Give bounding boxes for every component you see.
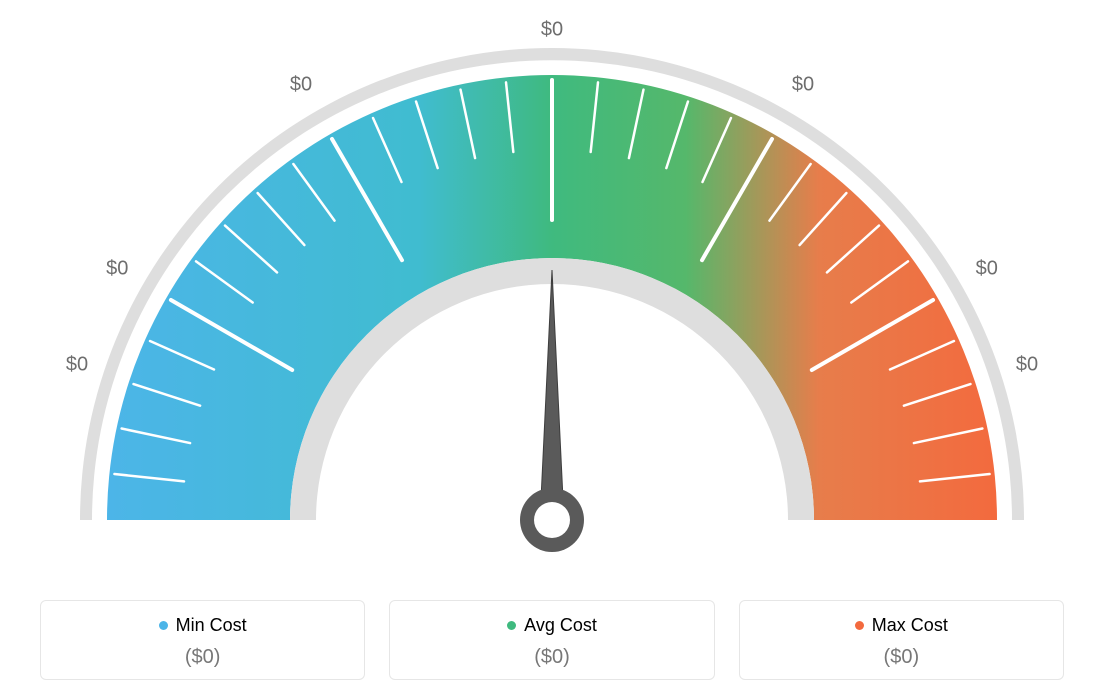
gauge-chart: $0 $0 $0 $0 $0 $0 $0 <box>0 0 1104 560</box>
legend-label-max: Max Cost <box>855 615 948 636</box>
legend-label-min: Min Cost <box>159 615 247 636</box>
legend-row: Min Cost ($0) Avg Cost ($0) Max Cost ($0… <box>40 600 1064 680</box>
legend-value-min: ($0) <box>51 646 354 669</box>
legend-item-avg: Avg Cost ($0) <box>389 600 714 680</box>
legend-label-text: Avg Cost <box>524 615 597 636</box>
gauge-tick-label: $0 <box>976 258 998 281</box>
gauge-tick-label: $0 <box>106 258 128 281</box>
gauge-tick-label: $0 <box>290 74 312 97</box>
legend-item-max: Max Cost ($0) <box>739 600 1064 680</box>
legend-label-text: Min Cost <box>176 615 247 636</box>
dot-icon <box>855 621 864 630</box>
gauge-tick-label: $0 <box>1016 354 1038 377</box>
dot-icon <box>507 621 516 630</box>
legend-item-min: Min Cost ($0) <box>40 600 365 680</box>
legend-label-avg: Avg Cost <box>507 615 597 636</box>
gauge-tick-label: $0 <box>541 19 563 42</box>
legend-value-avg: ($0) <box>400 646 703 669</box>
dot-icon <box>159 621 168 630</box>
legend-value-max: ($0) <box>750 646 1053 669</box>
legend-label-text: Max Cost <box>872 615 948 636</box>
gauge-tick-label: $0 <box>66 354 88 377</box>
cost-gauge-container: $0 $0 $0 $0 $0 $0 $0 Min Cost ($0) Avg Cost ($… <box>0 0 1104 690</box>
gauge-tick-label: $0 <box>792 74 814 97</box>
